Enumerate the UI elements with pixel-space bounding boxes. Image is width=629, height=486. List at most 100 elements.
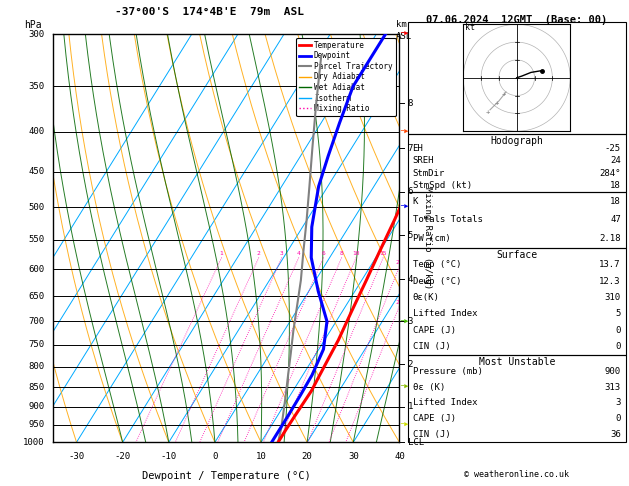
Text: 500: 500 — [29, 203, 45, 212]
Text: 900: 900 — [604, 367, 621, 376]
Text: 12.3: 12.3 — [599, 277, 621, 286]
Text: Lifted Index: Lifted Index — [413, 310, 477, 318]
Legend: Temperature, Dewpoint, Parcel Trajectory, Dry Adiabat, Wet Adiabat, Isotherm, Mi: Temperature, Dewpoint, Parcel Trajectory… — [296, 38, 396, 116]
Text: 1: 1 — [408, 402, 413, 411]
Text: EH: EH — [413, 144, 423, 153]
Text: Temp (°C): Temp (°C) — [413, 260, 461, 269]
Text: ─▶: ─▶ — [400, 422, 409, 428]
Text: 2: 2 — [408, 360, 413, 369]
Text: 2.18: 2.18 — [599, 234, 621, 243]
Text: hPa: hPa — [24, 20, 42, 30]
Text: Mixing Ratio (g/kg): Mixing Ratio (g/kg) — [423, 187, 432, 289]
Text: Totals Totals: Totals Totals — [413, 215, 482, 225]
Text: StmSpd (kt): StmSpd (kt) — [413, 181, 472, 191]
Text: -37°00'S  174°4B'E  79m  ASL: -37°00'S 174°4B'E 79m ASL — [114, 7, 304, 17]
Text: © weatheronline.co.uk: © weatheronline.co.uk — [464, 469, 569, 479]
Text: -10: -10 — [161, 452, 177, 462]
Text: 800: 800 — [29, 362, 45, 371]
Text: 5: 5 — [408, 231, 413, 240]
Text: 25: 25 — [396, 299, 403, 305]
Text: 1: 1 — [220, 250, 223, 256]
Text: 284°: 284° — [599, 169, 621, 178]
Text: 850: 850 — [29, 382, 45, 392]
Text: Surface: Surface — [496, 250, 537, 260]
Text: 0: 0 — [615, 342, 621, 351]
Text: 750: 750 — [29, 340, 45, 349]
Text: LCL: LCL — [408, 438, 424, 447]
Text: +: + — [502, 91, 506, 97]
Text: 5: 5 — [615, 310, 621, 318]
Text: 550: 550 — [29, 235, 45, 244]
Text: 0: 0 — [615, 414, 621, 423]
Text: Hodograph: Hodograph — [490, 136, 543, 146]
Text: 20: 20 — [302, 452, 313, 462]
Text: 450: 450 — [29, 167, 45, 176]
Text: -25: -25 — [604, 144, 621, 153]
Text: 3: 3 — [408, 317, 413, 326]
Text: Pressure (mb): Pressure (mb) — [413, 367, 482, 376]
Text: 7: 7 — [408, 143, 413, 153]
Text: 300: 300 — [29, 30, 45, 38]
Text: PW (cm): PW (cm) — [413, 234, 450, 243]
Text: K: K — [413, 197, 418, 206]
Text: 1000: 1000 — [23, 438, 45, 447]
Text: 900: 900 — [29, 402, 45, 411]
Text: CIN (J): CIN (J) — [413, 342, 450, 351]
Text: 6: 6 — [321, 250, 325, 256]
Text: 350: 350 — [29, 82, 45, 91]
Text: ─▶: ─▶ — [400, 384, 409, 390]
Text: SREH: SREH — [413, 156, 434, 166]
Text: θε (K): θε (K) — [413, 382, 445, 392]
Text: 13.7: 13.7 — [599, 260, 621, 269]
Text: Most Unstable: Most Unstable — [479, 357, 555, 367]
Text: 40: 40 — [394, 452, 405, 462]
Text: 0: 0 — [615, 326, 621, 335]
Text: 10: 10 — [255, 452, 267, 462]
Text: -20: -20 — [114, 452, 131, 462]
Text: StmDir: StmDir — [413, 169, 445, 178]
Text: 07.06.2024  12GMT  (Base: 00): 07.06.2024 12GMT (Base: 00) — [426, 15, 608, 25]
Text: -30: -30 — [69, 452, 84, 462]
Text: 10: 10 — [352, 250, 360, 256]
Text: 20: 20 — [396, 260, 403, 265]
Text: 18: 18 — [610, 197, 621, 206]
Text: 4: 4 — [408, 275, 413, 283]
Text: ─▶: ─▶ — [400, 204, 409, 210]
Text: ─▶: ─▶ — [400, 318, 409, 324]
Text: 8: 8 — [408, 99, 413, 108]
Text: Dewp (°C): Dewp (°C) — [413, 277, 461, 286]
Text: 400: 400 — [29, 127, 45, 136]
Text: 6: 6 — [408, 188, 413, 196]
Text: ─▶: ─▶ — [400, 31, 409, 37]
Text: CAPE (J): CAPE (J) — [413, 414, 455, 423]
Text: 700: 700 — [29, 317, 45, 326]
Text: 3: 3 — [280, 250, 284, 256]
Text: 8: 8 — [340, 250, 343, 256]
Text: 47: 47 — [610, 215, 621, 225]
Text: 4: 4 — [297, 250, 301, 256]
Text: 600: 600 — [29, 264, 45, 274]
Text: θε(K): θε(K) — [413, 293, 440, 302]
Text: CAPE (J): CAPE (J) — [413, 326, 455, 335]
Text: Dewpoint / Temperature (°C): Dewpoint / Temperature (°C) — [142, 471, 311, 481]
Text: 310: 310 — [604, 293, 621, 302]
Text: +: + — [495, 100, 499, 106]
Text: km: km — [396, 20, 407, 29]
Text: 950: 950 — [29, 420, 45, 429]
Text: +: + — [486, 108, 491, 115]
Text: 650: 650 — [29, 292, 45, 301]
Text: 2: 2 — [257, 250, 260, 256]
Text: 313: 313 — [604, 382, 621, 392]
Text: 36: 36 — [610, 430, 621, 439]
Text: Lifted Index: Lifted Index — [413, 399, 477, 407]
Text: 18: 18 — [610, 181, 621, 191]
Text: CIN (J): CIN (J) — [413, 430, 450, 439]
Text: 0: 0 — [212, 452, 218, 462]
Text: ─▶: ─▶ — [400, 129, 409, 135]
Text: 15: 15 — [379, 250, 387, 256]
Text: 24: 24 — [610, 156, 621, 166]
Text: 3: 3 — [615, 399, 621, 407]
Text: ASL: ASL — [396, 32, 413, 41]
Text: 30: 30 — [348, 452, 359, 462]
Text: kt: kt — [465, 23, 475, 32]
